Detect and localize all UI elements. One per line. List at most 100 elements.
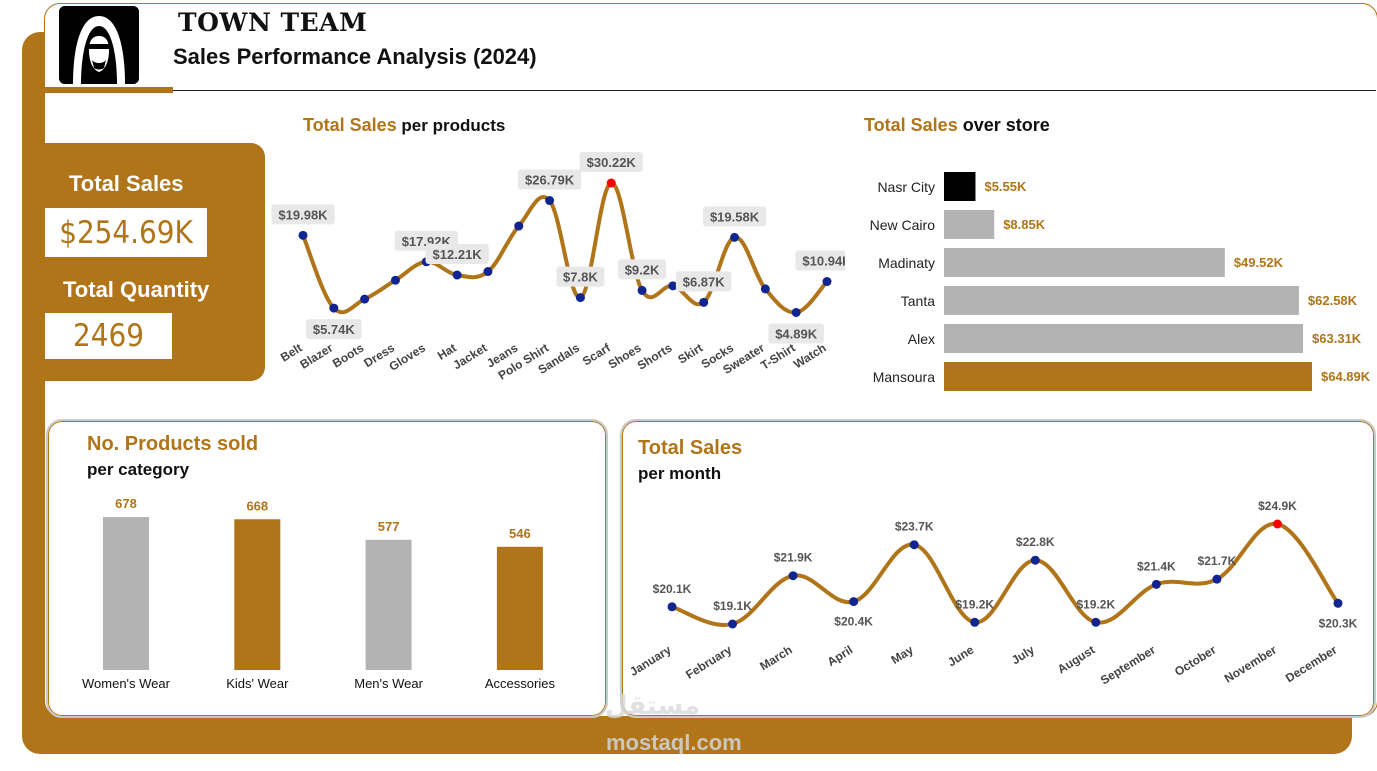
category-bar-kids-wear [234,519,281,670]
data-point-july [1030,555,1040,565]
x-tick-label: Blazer [297,341,335,372]
month-chart-subtitle: per month [638,464,722,483]
store-value-label: $49.52K [1234,255,1284,270]
data-point-t-shirt [791,307,801,317]
month-chart-title: Total Sales [638,437,743,459]
data-label-bg [271,204,335,225]
x-tick-label: September [1098,643,1158,688]
data-label: $20.4K [834,615,873,629]
data-point-watch [822,277,832,287]
data-label: $19.1K [713,599,752,613]
watermark-arabic: مستقل [605,690,701,720]
category-chart-title: No. Products sold [87,433,259,455]
products-chart-title: Total Sales per products [303,115,505,136]
category-value-label: 668 [246,498,268,513]
data-label-bg [306,319,362,340]
store-bar-new-cairo [944,210,995,239]
x-tick-label: April [825,643,856,669]
data-label-bg [675,271,732,292]
x-tick-label: Shorts [635,341,675,373]
data-label: $19.98K [278,207,328,222]
store-value-label: $64.89K [1321,369,1371,384]
stores-bar-chart: Nasr City $5.55K New Cairo $8.85K Madinaty $4… [870,172,1371,391]
data-label-bg [425,244,489,265]
products-title-rest: per products [396,116,506,135]
data-label: $7.8K [563,270,598,285]
category-name-label: Accessories [485,676,556,691]
data-label: $19.58K [710,209,760,224]
data-label: $20.1K [653,582,692,596]
category-bar-accessories [496,546,543,670]
store-bar-tanta [944,286,1299,315]
data-label: $22.8K [1016,535,1055,549]
data-label: $24.9K [1258,500,1297,513]
total-sales-value: $254.69K [45,208,207,257]
data-point-november [1272,519,1282,529]
data-label-bg [517,169,582,190]
x-tick-label: T-Shirt [758,341,798,373]
stores-title-rest: over store [957,115,1050,135]
data-point-january [667,602,677,612]
stores-title-accent: Total Sales [864,115,958,135]
month-svg-series-line [670,521,1340,627]
total-quantity-value: 2469 [45,313,172,359]
data-label: $10.94K [802,254,845,269]
total-quantity-label: Total Quantity [63,277,210,302]
data-label: $21.4K [1137,559,1176,573]
data-point-may [909,540,919,550]
stores-chart-title: Total Sales over store [864,115,1050,136]
data-point-boots [360,294,370,304]
products-svg-series-line [301,181,829,315]
category-name-label: Men's Wear [354,676,423,691]
data-point-december [1333,598,1343,608]
page-subtitle: Sales Performance Analysis (2024) [173,44,537,69]
data-point-june [970,617,980,627]
products-line-chart: $19.98KBelt$5.74KBlazerBootsDress$17.92K… [271,152,845,383]
month-card [620,419,1376,718]
x-tick-label: May [889,642,916,666]
category-name-label: Kids' Wear [226,676,289,691]
month-line-chart: $20.1K January $19.1K February $21.9K March $2… [627,500,1358,688]
x-tick-label: July [1009,643,1037,668]
brand-title: TOWN TEAM [178,8,368,37]
x-tick-label: Watch [791,341,829,372]
store-bar-mansoura [944,362,1312,391]
x-tick-label: August [1055,643,1097,677]
data-label: $5.74K [313,322,356,337]
data-point-april [849,597,859,607]
data-label-bg [702,206,767,227]
x-tick-label: January [627,643,674,679]
data-label-bg [556,266,605,287]
data-label: $19.2K [955,597,994,611]
data-label: $21.9K [774,551,813,565]
data-point-sandals [575,293,585,303]
data-label: $6.87K [683,274,726,289]
store-category-label: Nasr City [877,179,935,195]
data-point-socks [730,232,740,242]
x-tick-label: June [945,643,976,670]
data-point-february [728,619,738,629]
data-point-shorts [668,281,678,291]
store-category-label: Mansoura [873,369,935,385]
watermark-site: mostaql.com [606,730,742,755]
data-label: $23.7K [895,520,934,534]
data-label: $20.3K [1319,616,1358,630]
category-bar-chart: 678 Women's Wear 668 Kids' Wear 577 Men's Wea… [82,496,556,691]
data-label-bg [768,323,824,344]
store-category-label: Madinaty [878,255,935,271]
store-value-label: $8.85K [1003,217,1046,232]
products-title-accent: Total Sales [303,115,397,135]
data-point-belt [298,230,308,240]
data-point-sweater [760,284,770,294]
store-category-label: Alex [908,331,935,347]
category-value-label: 678 [115,496,137,511]
data-point-hat [452,270,462,280]
data-point-scarf [606,178,616,188]
data-label: $26.79K [525,173,575,188]
data-label: $12.21K [433,247,483,262]
x-tick-label: December [1283,642,1340,685]
data-label: $19.2K [1076,597,1115,611]
store-value-label: $62.58K [1308,293,1358,308]
data-label: $30.22K [587,155,637,170]
data-point-september [1151,579,1161,589]
